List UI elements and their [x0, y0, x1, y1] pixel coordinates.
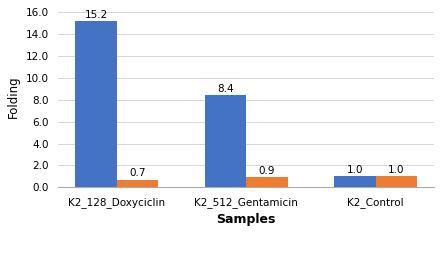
Bar — [75, 21, 117, 187]
Bar — [246, 177, 288, 187]
Text: 8.4: 8.4 — [217, 84, 234, 94]
Text: 1.0: 1.0 — [347, 165, 363, 175]
Text: 0.7: 0.7 — [129, 168, 146, 178]
Text: 1.0: 1.0 — [388, 165, 404, 175]
Text: 15.2: 15.2 — [85, 10, 108, 20]
Bar — [334, 176, 376, 187]
Y-axis label: Folding: Folding — [7, 76, 20, 118]
Bar — [205, 95, 246, 187]
Text: 0.9: 0.9 — [259, 166, 275, 176]
Bar — [376, 176, 417, 187]
X-axis label: Samples: Samples — [217, 213, 276, 226]
Bar — [117, 180, 158, 187]
